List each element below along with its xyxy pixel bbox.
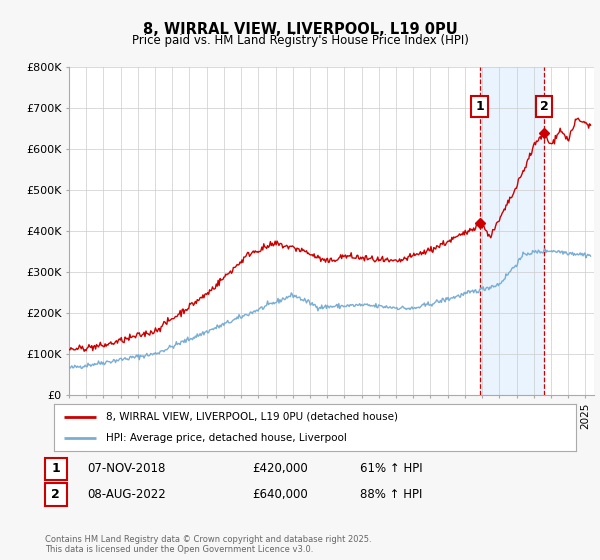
Text: 08-AUG-2022: 08-AUG-2022 (87, 488, 166, 501)
Text: HPI: Average price, detached house, Liverpool: HPI: Average price, detached house, Live… (106, 433, 347, 444)
Text: 1: 1 (475, 100, 484, 113)
Text: 8, WIRRAL VIEW, LIVERPOOL, L19 0PU (detached house): 8, WIRRAL VIEW, LIVERPOOL, L19 0PU (deta… (106, 412, 398, 422)
Text: 2: 2 (540, 100, 548, 113)
Bar (479, 67, 544, 395)
Text: £640,000: £640,000 (252, 488, 308, 501)
Text: 61% ↑ HPI: 61% ↑ HPI (360, 462, 422, 475)
Text: 2: 2 (52, 488, 60, 501)
Text: 1: 1 (52, 462, 60, 475)
Text: Price paid vs. HM Land Registry's House Price Index (HPI): Price paid vs. HM Land Registry's House … (131, 34, 469, 46)
Text: 8, WIRRAL VIEW, LIVERPOOL, L19 0PU: 8, WIRRAL VIEW, LIVERPOOL, L19 0PU (143, 22, 457, 38)
Text: 88% ↑ HPI: 88% ↑ HPI (360, 488, 422, 501)
Text: £420,000: £420,000 (252, 462, 308, 475)
Text: Contains HM Land Registry data © Crown copyright and database right 2025.
This d: Contains HM Land Registry data © Crown c… (45, 535, 371, 554)
Text: 07-NOV-2018: 07-NOV-2018 (87, 462, 166, 475)
